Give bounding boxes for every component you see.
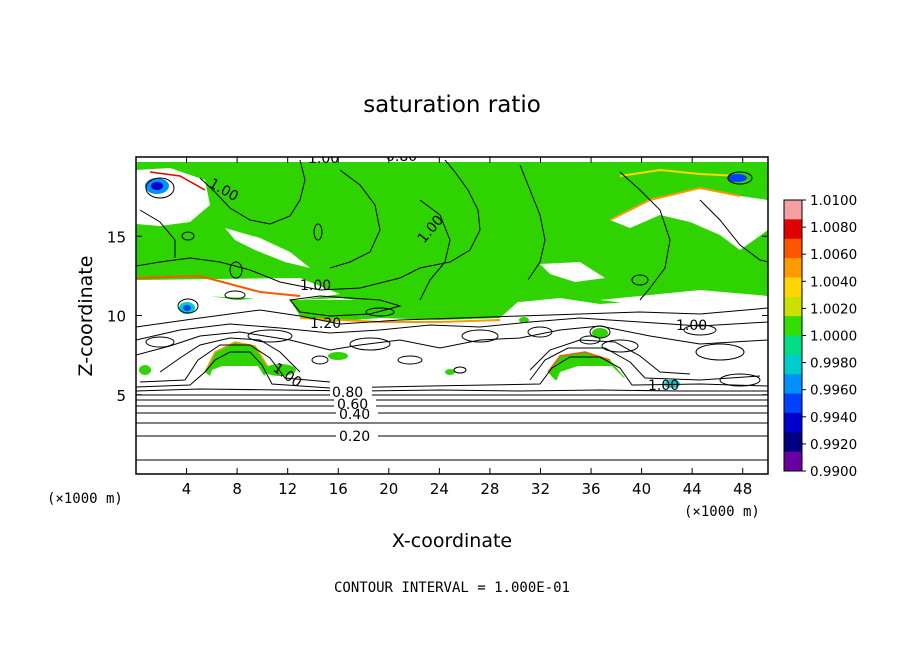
colorbar-swatch [784,432,802,453]
colorbar [783,199,806,472]
x-tick-label: 32 [531,480,550,498]
colorbar-swatch [784,200,802,220]
x-axis-ticks [186,157,744,474]
colorbar-label: 1.0080 [810,220,857,236]
colorbar-label: 1.0060 [810,247,857,263]
contour-lines [136,159,768,461]
x-tick-label: 36 [581,480,600,498]
colorbar-label: 1.0020 [810,301,857,317]
contour-label: 1.00 [300,278,331,294]
x-tick-label: 16 [329,480,348,498]
colorbar-label: 1.0100 [810,193,857,209]
colorbar-label: 0.9920 [810,437,857,453]
contour-interval-note: CONTOUR INTERVAL = 1.000E-01 [334,580,570,596]
x-axis-tick-labels: 4 8 12 16 20 24 28 32 36 40 44 48 [182,480,752,498]
y-tick-label: 15 [107,228,126,246]
x-tick-label: 4 [182,480,192,498]
x-tick-label: 12 [278,480,297,498]
contour-label: 1.00 [676,318,707,334]
colorbar-labels: 1.0100 1.0080 1.0060 1.0040 1.0020 1.0000 0.99… [810,193,857,480]
x-axis-label: X-coordinate [392,530,512,552]
x-tick-label: 48 [733,480,752,498]
colorbar-swatch [784,412,802,433]
y-tick-label: 10 [107,308,126,326]
y-axis-ticks [136,235,768,396]
y-axis-unit: (×1000 m) [47,491,123,507]
colorbar-swatch [784,354,802,375]
contour-label: 1.20 [310,316,341,332]
colorbar-label: 0.9960 [810,383,857,399]
colorbar-swatch [784,238,802,259]
contour-label: 0.20 [339,429,370,445]
x-axis-unit: (×1000 m) [684,504,760,520]
x-tick-label: 20 [379,480,398,498]
colorbar-swatch [784,258,802,278]
colorbar-label: 1.0000 [810,329,857,345]
x-tick-label: 44 [683,480,702,498]
colorbar-swatch [784,219,802,240]
contour-label: 0.40 [339,407,370,423]
y-axis-label: Z-coordinate [75,256,97,377]
subsaturated-patch [610,188,768,250]
colorbar-swatch [784,296,802,317]
contour-label: 0.60 [337,397,368,413]
x-tick-label: 24 [430,480,449,498]
y-axis-tick-labels: 5 10 15 [107,228,126,405]
contour-label: 1.00 [648,378,679,394]
x-tick-label: 40 [632,480,651,498]
plot-area: 0.20 0.40 0.60 0.80 1.00 1.20 0.80 1.00 … [136,149,768,474]
colorbar-swatch [784,335,802,356]
contour-label: 0.80 [332,385,363,401]
colorbar-swatch [784,374,802,395]
colorbar-label: 0.9980 [810,356,857,372]
colorbar-swatch [784,451,802,472]
colorbar-label: 0.9940 [810,410,857,426]
colorbar-label: 0.9900 [810,464,857,480]
colorbar-swatch [784,316,802,336]
colorbar-swatch [784,277,802,298]
saturated-region-upper [136,162,768,310]
chart-title: saturation ratio [363,92,541,118]
colorbar-swatch [784,393,802,414]
contour-label: 1.00 [308,151,339,167]
x-tick-label: 8 [232,480,242,498]
y-tick-label: 5 [116,387,126,405]
contour-label: 0.80 [386,149,417,165]
x-tick-label: 28 [480,480,499,498]
colorbar-label: 1.0040 [810,274,857,290]
